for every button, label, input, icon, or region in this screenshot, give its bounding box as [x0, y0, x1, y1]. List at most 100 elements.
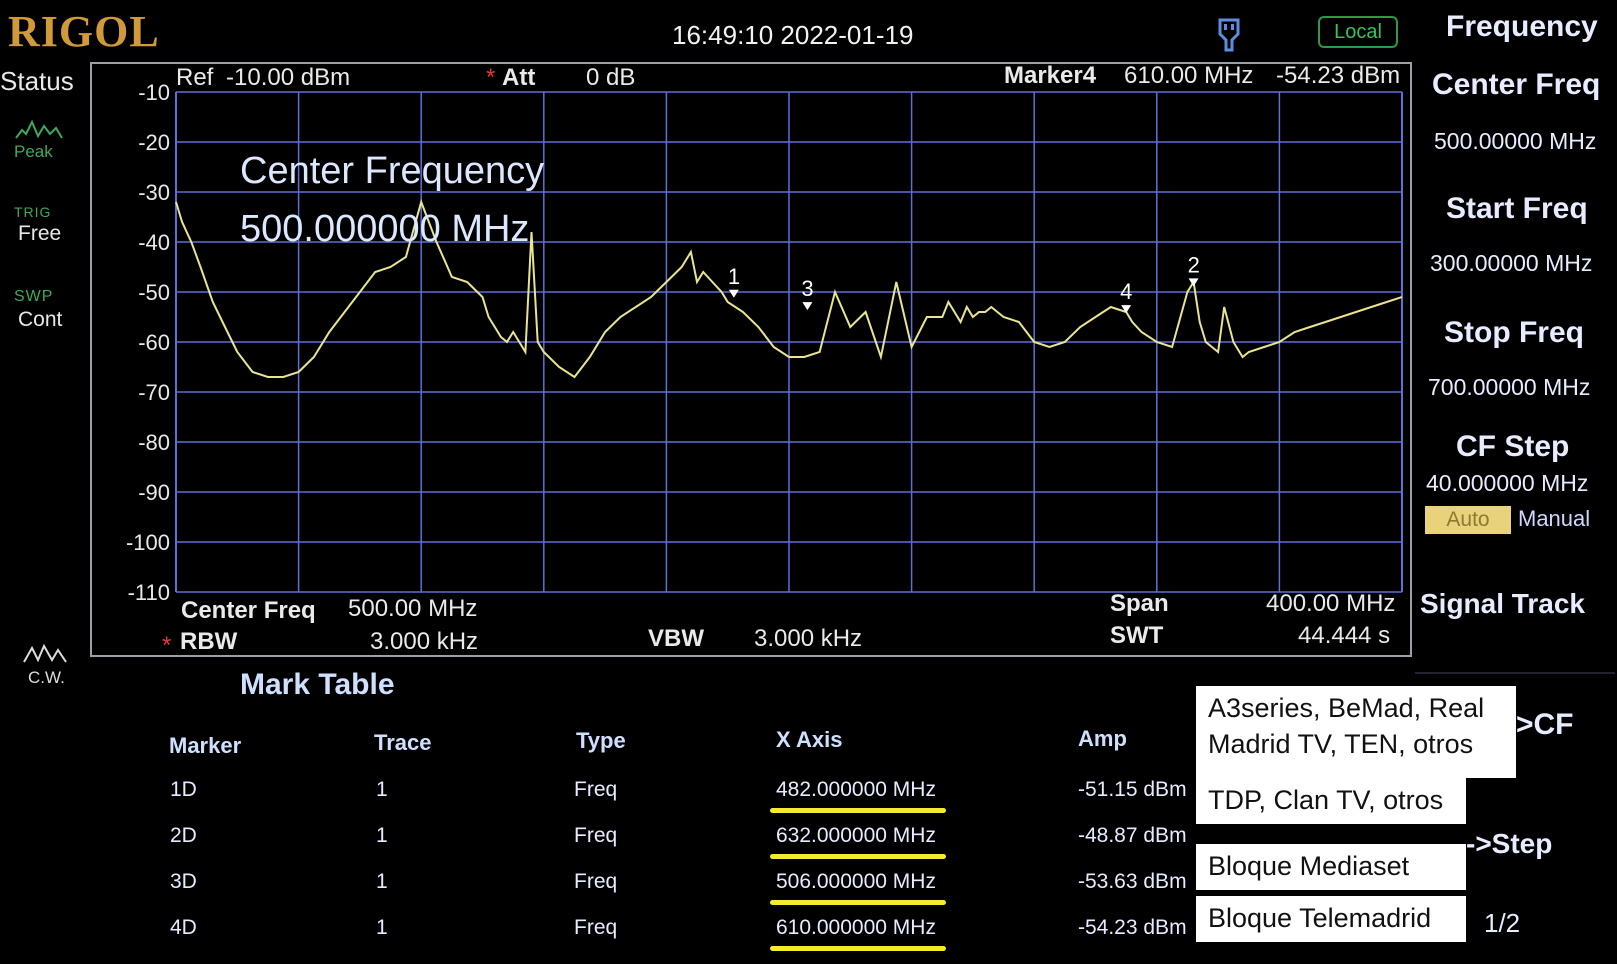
trig-value: Free: [18, 222, 62, 245]
menu-divider: [1415, 672, 1615, 674]
mark-table-cell-trace: 1: [376, 916, 388, 939]
vbw-value: 3.000 kHz: [754, 625, 863, 652]
start-freq-softkey[interactable]: Start Freq: [1446, 192, 1588, 225]
mark-table-cell-amp: -48.87 dBm: [1078, 824, 1187, 847]
y-tick-label: -10: [138, 80, 170, 105]
mark-table-cell-marker: 1D: [170, 778, 197, 801]
center-freq-softkey-value: 500.00000 MHz: [1434, 128, 1597, 154]
swt-value: 44.444 s: [1298, 622, 1391, 649]
annotation-box-4: Bloque Telemadrid: [1196, 896, 1466, 942]
start-freq-softkey-value: 300.00000 MHz: [1430, 250, 1593, 276]
marker-4-pointer: [1121, 305, 1132, 314]
cw-label: C.W.: [28, 668, 65, 687]
annotation-1-line1: A3series, BeMad, Real: [1208, 693, 1485, 723]
peak-label: Peak: [14, 142, 53, 161]
marker-3-label: 3: [801, 276, 813, 301]
y-tick-label: -60: [138, 330, 170, 355]
col-header-trace: Trace: [374, 730, 432, 755]
spectrum-screen: [90, 62, 1412, 657]
x-axis-highlight-underline: [770, 946, 946, 951]
swp-label: SWP: [14, 288, 54, 305]
mark-table-cell-amp: -53.63 dBm: [1078, 870, 1187, 893]
col-header-marker: Marker: [169, 733, 242, 758]
mark-table-cell-marker: 2D: [170, 824, 197, 847]
span-label: Span: [1110, 590, 1169, 617]
marker-3-pointer: [802, 302, 813, 311]
annotation-1-line2: Madrid TV, TEN, otros: [1208, 729, 1474, 759]
center-freq-label: Center Freq: [181, 597, 316, 624]
swp-value: Cont: [18, 308, 63, 331]
stop-freq-softkey-value: 700.00000 MHz: [1428, 374, 1591, 400]
ref-value: -10.00 dBm: [226, 64, 351, 91]
mark-table-cell-x-axis: 632.000000 MHz: [776, 824, 936, 847]
cf-step-softkey[interactable]: CF Step: [1456, 430, 1570, 463]
mark-table-cell-type: Freq: [574, 870, 618, 893]
att-value: 0 dB: [586, 64, 636, 91]
mark-table-cell-x-axis: 610.000000 MHz: [776, 916, 936, 939]
annotation-box-3: Bloque Mediaset: [1196, 844, 1466, 890]
mark-table-cell-type: Freq: [574, 824, 618, 847]
annotation-box-1: A3series, BeMad, Real Madrid TV, TEN, ot…: [1196, 686, 1516, 778]
stop-freq-softkey[interactable]: Stop Freq: [1444, 316, 1584, 349]
menu-page-indicator[interactable]: 1/2: [1484, 908, 1521, 938]
cf-step-softkey-value: 40.000000 MHz: [1426, 470, 1589, 496]
center-frequency-overlay-value: 500.000000 MHz: [240, 208, 530, 250]
marker-4-label: 4: [1120, 279, 1132, 304]
marker-to-step-softkey[interactable]: ->Step: [1466, 828, 1553, 859]
marker-to-cf-softkey[interactable]: >CF: [1516, 708, 1574, 741]
peak-wave-icon: [15, 119, 63, 139]
span-value: 400.00 MHz: [1266, 590, 1396, 617]
signal-track-softkey[interactable]: Signal Track: [1420, 588, 1585, 619]
att-label: Att: [502, 64, 536, 91]
auto-toggle[interactable]: Auto: [1425, 506, 1511, 534]
swt-label: SWT: [1110, 622, 1164, 649]
mark-table-cell-type: Freq: [574, 916, 618, 939]
y-tick-label: -30: [138, 180, 170, 205]
y-tick-label: -80: [138, 430, 170, 455]
cw-wave-icon: [23, 643, 67, 663]
plot-grid: [175, 91, 1403, 593]
mark-table-cell-type: Freq: [574, 778, 618, 801]
y-tick-label: -100: [125, 530, 170, 555]
trig-label: TRIG: [14, 204, 52, 220]
col-header-x-axis: X Axis: [776, 727, 843, 752]
status-title: Status: [0, 66, 74, 96]
annotation-box-2: TDP, Clan TV, otros: [1196, 778, 1466, 824]
x-axis-highlight-underline: [770, 808, 946, 813]
y-tick-label: -20: [138, 130, 170, 155]
y-tick-label: -90: [138, 480, 170, 505]
col-header-amp: Amp: [1078, 726, 1127, 751]
rbw-value: 3.000 kHz: [370, 628, 479, 655]
y-tick-label: -110: [127, 580, 170, 605]
rbw-label: RBW: [180, 628, 238, 655]
x-axis-highlight-underline: [770, 854, 946, 859]
mark-table-cell-trace: 1: [376, 870, 388, 893]
center-frequency-overlay-title: Center Frequency: [240, 150, 545, 192]
marker-1-label: 1: [728, 264, 740, 289]
marker-amp: -54.23 dBm: [1276, 62, 1401, 89]
center-freq-value: 500.00 MHz: [348, 595, 478, 622]
mark-table-cell-marker: 3D: [170, 870, 197, 893]
mark-table-title: Mark Table: [240, 668, 395, 701]
marker-label: Marker4: [1004, 62, 1097, 89]
marker-2-label: 2: [1188, 252, 1200, 277]
menu-title: Frequency: [1446, 10, 1598, 43]
marker-1-pointer: [728, 289, 739, 298]
y-tick-label: -40: [138, 230, 170, 255]
att-star: *: [486, 64, 496, 91]
mark-table-cell-x-axis: 482.000000 MHz: [776, 778, 936, 801]
markers: 1 2 3 4: [728, 252, 1200, 314]
vbw-label: VBW: [648, 625, 704, 652]
mark-table-cell-amp: -51.15 dBm: [1078, 778, 1187, 801]
mark-table-cell-amp: -54.23 dBm: [1078, 916, 1187, 939]
ref-label: Ref: [176, 64, 214, 91]
mark-table-cell-trace: 1: [376, 824, 388, 847]
local-badge: Local: [1318, 16, 1398, 48]
center-freq-softkey[interactable]: Center Freq: [1432, 68, 1601, 101]
rbw-star: *: [162, 632, 172, 659]
marker-2-pointer: [1188, 278, 1199, 287]
mark-table-cell-marker: 4D: [170, 916, 197, 939]
manual-toggle[interactable]: Manual: [1518, 506, 1591, 531]
marker-freq: 610.00 MHz: [1124, 62, 1254, 89]
